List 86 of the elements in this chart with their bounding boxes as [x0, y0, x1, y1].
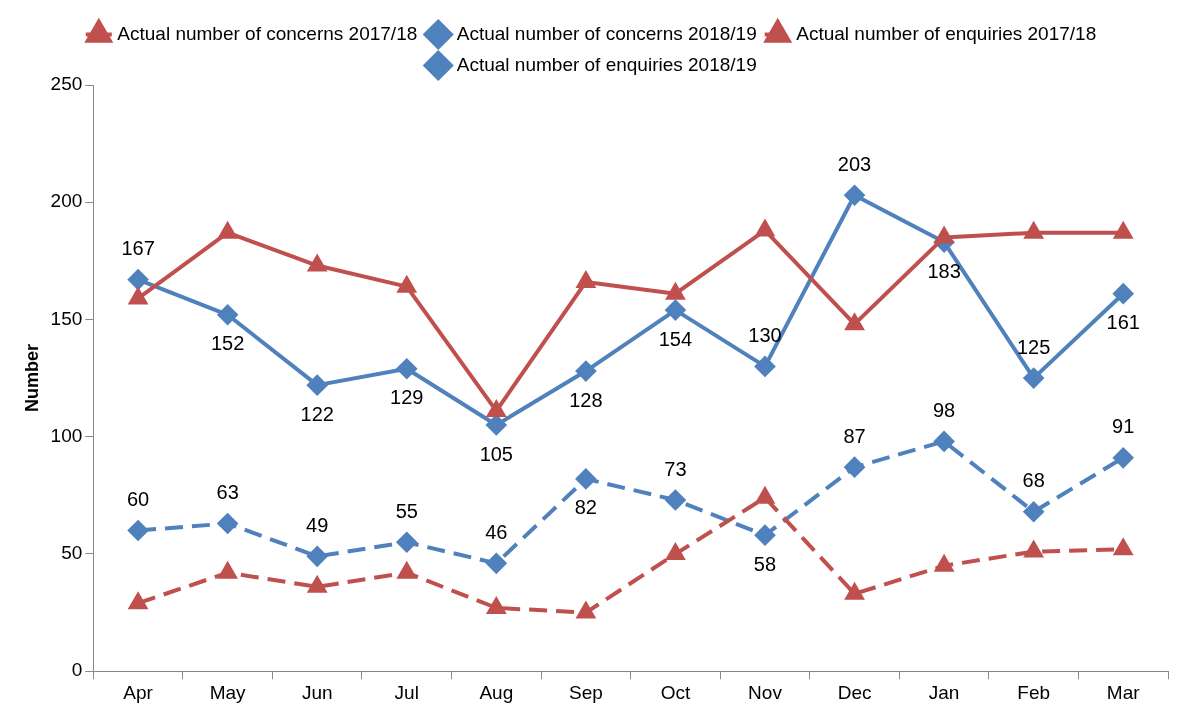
point — [754, 525, 775, 546]
point — [307, 375, 328, 396]
point — [129, 288, 148, 305]
data-label: 98 — [932, 398, 956, 421]
point — [575, 468, 596, 489]
point — [396, 560, 417, 579]
point — [1023, 539, 1044, 558]
point — [217, 304, 238, 325]
data-label: 87 — [843, 424, 866, 447]
data-label: 68 — [1022, 469, 1045, 492]
x-tick-label: Oct — [660, 681, 691, 703]
point — [128, 269, 149, 290]
legend-label: Actual number of enquiries 2018/19 — [456, 53, 757, 75]
x-tick-label: May — [209, 681, 247, 703]
point — [1023, 501, 1044, 522]
data-label: 161 — [1106, 311, 1140, 334]
point — [844, 581, 865, 600]
data-label: 49 — [306, 513, 329, 536]
point — [128, 520, 149, 541]
point — [844, 457, 865, 478]
point — [487, 597, 506, 614]
data-label: 122 — [300, 402, 334, 425]
data-label: 203 — [837, 152, 872, 175]
point — [129, 593, 148, 610]
data-label: 58 — [753, 552, 777, 575]
data-label: 60 — [126, 488, 150, 511]
x-tick-label: Apr — [123, 681, 154, 703]
y-tick-label: 200 — [50, 190, 83, 212]
legend-label: Actual number of concerns 2018/19 — [456, 22, 757, 44]
x-tick-label: Jun — [301, 681, 333, 703]
legend-label: Actual number of enquiries 2017/18 — [796, 22, 1097, 44]
x-tick-label: Sep — [568, 681, 603, 703]
data-label: 154 — [658, 327, 693, 350]
data-label: 46 — [485, 520, 508, 543]
point — [1113, 447, 1134, 468]
point — [1023, 368, 1044, 389]
data-label: 183 — [927, 259, 961, 282]
point — [575, 361, 596, 382]
y-tick-label: 250 — [50, 73, 83, 95]
point — [844, 185, 865, 206]
point — [665, 490, 686, 511]
point — [396, 532, 417, 553]
point — [307, 546, 328, 567]
y-tick-label: 150 — [50, 307, 83, 329]
data-label: 55 — [395, 499, 418, 522]
x-tick-label: Jul — [394, 681, 419, 703]
data-label: 63 — [216, 480, 239, 503]
point — [666, 543, 685, 560]
point — [933, 553, 955, 572]
data-label: 128 — [569, 388, 603, 411]
point — [1114, 539, 1133, 556]
y-tick-label: 50 — [61, 542, 83, 564]
data-label: 82 — [574, 496, 597, 519]
point — [1113, 283, 1134, 304]
data-label: 91 — [1112, 415, 1135, 438]
point — [307, 574, 328, 593]
point — [217, 560, 238, 579]
point — [396, 358, 417, 379]
point — [754, 356, 775, 377]
point — [935, 227, 954, 244]
y-tick-label: 100 — [50, 424, 83, 446]
data-label: 129 — [390, 386, 424, 409]
data-label: 167 — [121, 237, 155, 260]
legend-label: Actual number of concerns 2017/18 — [117, 22, 418, 44]
point — [845, 314, 864, 331]
x-tick-label: Aug — [479, 681, 514, 703]
point — [575, 600, 597, 619]
point — [756, 220, 774, 237]
x-tick-label: Nov — [748, 681, 783, 703]
x-tick-label: Mar — [1106, 681, 1141, 703]
point — [486, 415, 507, 435]
y-axis-title: Number — [21, 344, 42, 413]
point — [487, 400, 506, 417]
data-label: 152 — [210, 332, 245, 355]
point — [486, 553, 507, 574]
x-tick-label: Jan — [928, 681, 960, 703]
data-label: 73 — [664, 457, 687, 480]
x-tick-label: Dec — [837, 681, 872, 703]
point — [217, 513, 238, 534]
point — [934, 431, 955, 452]
data-label: 125 — [1016, 335, 1051, 358]
data-label: 105 — [479, 442, 513, 465]
point — [665, 300, 686, 321]
x-tick-label: Feb — [1017, 681, 1051, 703]
y-tick-label: 0 — [71, 659, 83, 681]
data-label: 130 — [748, 323, 782, 346]
